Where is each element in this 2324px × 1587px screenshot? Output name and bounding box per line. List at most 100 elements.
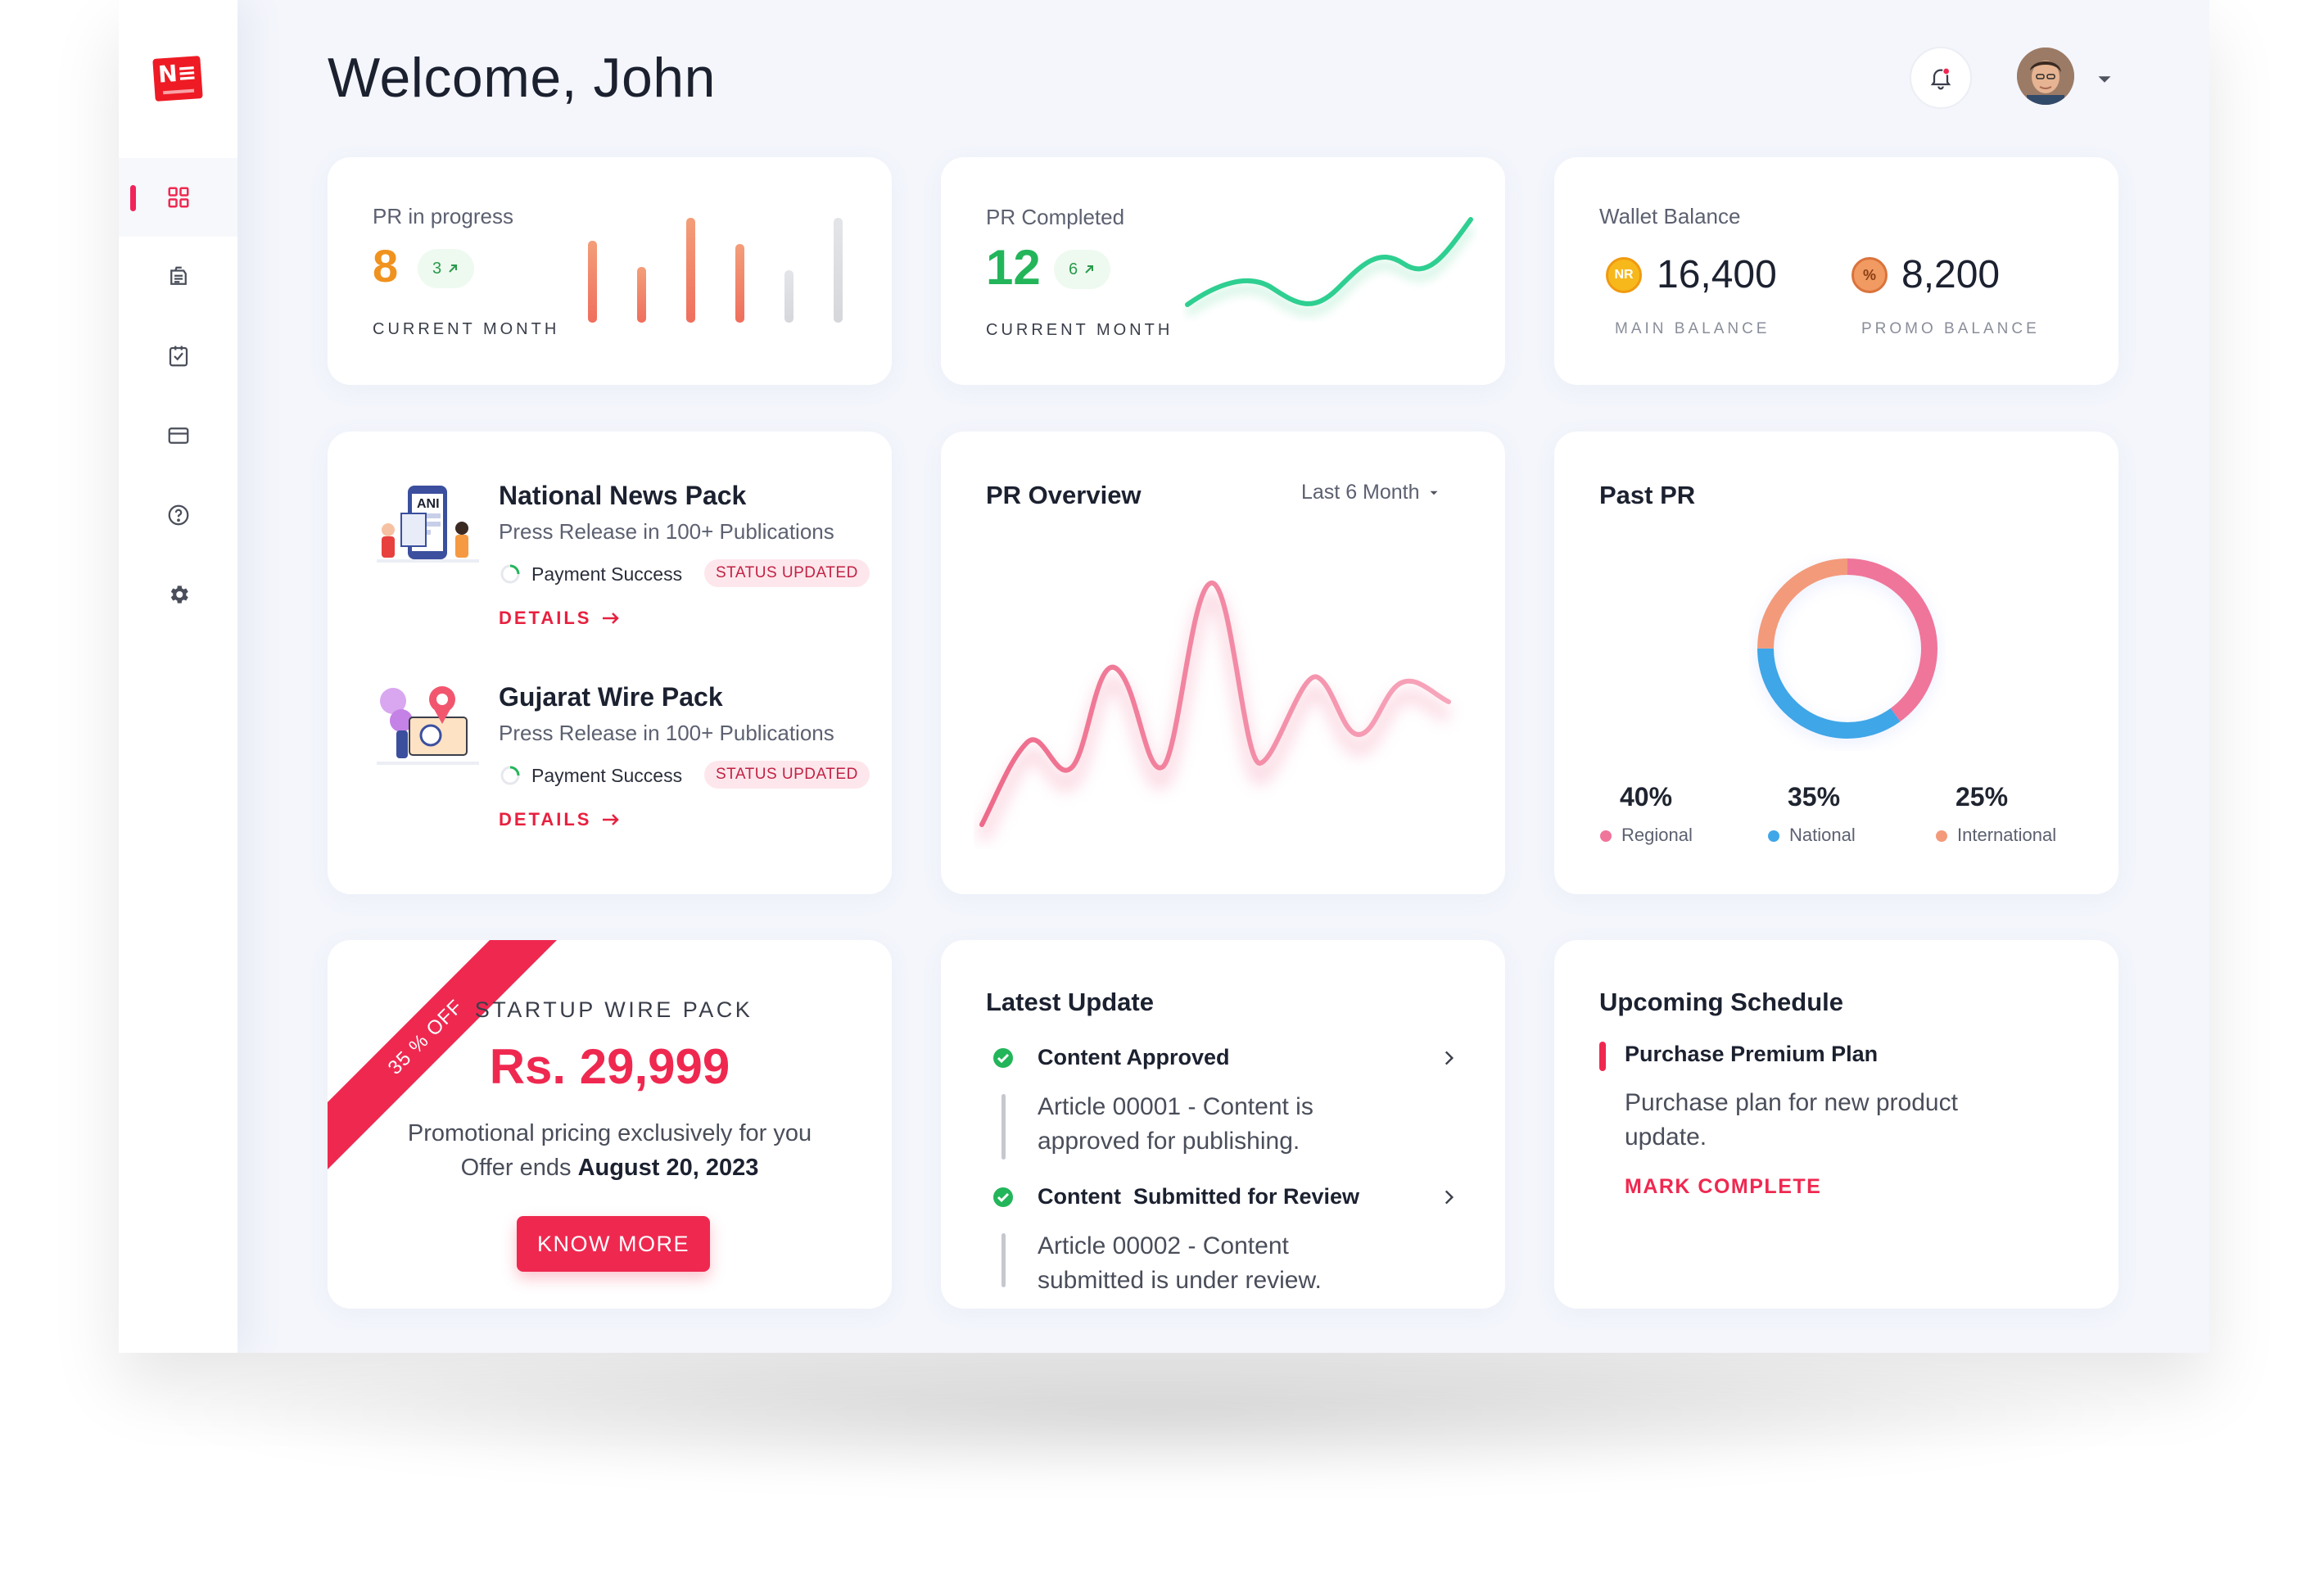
promo-pack-name: STARTUP WIRE PACK bbox=[474, 997, 753, 1022]
legend-item-international: International bbox=[1936, 825, 2056, 846]
legend-item-national: National bbox=[1768, 825, 1856, 846]
press-release-icon bbox=[170, 266, 187, 285]
pack-title: Gujarat Wire Pack bbox=[499, 682, 723, 712]
schedule-marker bbox=[1599, 1042, 1606, 1071]
pr-completed-card: PR Completed 12 6 CURRENT MONTH bbox=[941, 157, 1505, 385]
period-label: CURRENT MONTH bbox=[373, 320, 560, 338]
sidebar: N≡ bbox=[119, 0, 237, 1353]
packs-card: ANI National News Pack Press Release in … bbox=[328, 432, 892, 894]
brand-logo[interactable]: N≡ bbox=[152, 56, 203, 102]
spark-bar bbox=[784, 270, 794, 323]
past-pr-donut-chart bbox=[1757, 558, 1937, 743]
update-text-line: submitted is under review. bbox=[1038, 1267, 1322, 1294]
bell-icon bbox=[1930, 67, 1951, 90]
sidebar-item-settings[interactable] bbox=[119, 555, 237, 634]
legend-item-regional: Regional bbox=[1600, 825, 1693, 846]
details-label: DETAILS bbox=[499, 608, 592, 628]
main-balance-value: 16,400 bbox=[1657, 253, 1777, 296]
promo-card: 35 % OFF STARTUP WIRE PACK Rs. 29,999 Pr… bbox=[328, 940, 892, 1309]
arrow-right-icon bbox=[603, 814, 620, 825]
overview-line-chart bbox=[974, 581, 1453, 843]
help-icon bbox=[168, 504, 188, 526]
card-title: Latest Update bbox=[986, 988, 1154, 1016]
update-text-line: Article 00002 - Content bbox=[1038, 1232, 1289, 1259]
status-badge: STATUS UPDATED bbox=[704, 559, 870, 587]
timeline-line bbox=[1001, 1233, 1006, 1287]
dashboard-grid-icon bbox=[168, 187, 188, 208]
donut-segment-international bbox=[1757, 558, 1937, 739]
promo-price: Rs. 29,999 bbox=[489, 1039, 730, 1094]
payment-status: Payment Success bbox=[531, 765, 683, 786]
sidebar-item-dashboard[interactable] bbox=[119, 158, 237, 237]
card-title: Past PR bbox=[1599, 481, 1696, 509]
schedule-item-text: Purchase plan for new product update. bbox=[1625, 1086, 1958, 1155]
page-title: Welcome, John bbox=[328, 47, 716, 109]
pack-subtitle: Press Release in 100+ Publications bbox=[499, 721, 834, 745]
arrow-right-icon bbox=[603, 613, 620, 624]
know-more-button[interactable]: KNOW MORE bbox=[517, 1216, 710, 1272]
donut-segment-national bbox=[1757, 558, 1937, 739]
spark-bar bbox=[686, 218, 695, 323]
past-pr-card: Past PR 40% Regional 35% National 25% In… bbox=[1554, 432, 2118, 894]
promo-coin-icon: % bbox=[1852, 257, 1888, 293]
ani-logo-text: ANI bbox=[417, 497, 440, 511]
legend-label: National bbox=[1789, 825, 1856, 845]
chevron-right-icon[interactable] bbox=[1438, 1186, 1459, 1209]
window-shadow bbox=[164, 1343, 2154, 1482]
sidebar-item-press-releases[interactable] bbox=[119, 237, 237, 316]
schedule-text-line: update. bbox=[1625, 1124, 1707, 1151]
update-title: Content Approved bbox=[1038, 1045, 1230, 1069]
legend-label: International bbox=[1957, 825, 2057, 845]
spark-bar bbox=[588, 241, 597, 323]
overview-series-line bbox=[979, 581, 1451, 827]
payment-status: Payment Success bbox=[531, 563, 683, 585]
check-circle-icon bbox=[993, 1048, 1013, 1068]
stat-value: 12 bbox=[986, 240, 1041, 295]
credit-card-icon bbox=[168, 427, 188, 444]
completed-sparkline bbox=[1185, 217, 1475, 317]
chevron-down-icon[interactable] bbox=[2092, 67, 2117, 92]
update-text-line: approved for publishing. bbox=[1038, 1128, 1300, 1155]
pack-title: National News Pack bbox=[499, 481, 747, 510]
upcoming-schedule-card: Upcoming Schedule Purchase Premium Plan … bbox=[1554, 940, 2118, 1309]
promo-balance-value: 8,200 bbox=[1901, 253, 2001, 296]
card-title: PR Overview bbox=[986, 481, 1142, 509]
legend-dot bbox=[1600, 830, 1612, 843]
promo-line-1: Promotional pricing exclusively for you bbox=[407, 1120, 812, 1146]
loading-spinner-icon bbox=[500, 766, 520, 785]
range-dropdown[interactable]: Last 6 Month bbox=[1301, 481, 1441, 504]
card-label: PR in progress bbox=[373, 204, 513, 228]
pr-in-progress-card: PR in progress 8 3 CURRENT MONTH bbox=[328, 157, 892, 385]
sidebar-item-help[interactable] bbox=[119, 476, 237, 554]
chevron-right-icon[interactable] bbox=[1438, 1047, 1459, 1069]
card-label: Wallet Balance bbox=[1599, 204, 1741, 228]
segment-value-regional: 40% bbox=[1620, 782, 1673, 812]
segment-value-national: 35% bbox=[1788, 782, 1841, 812]
segment-value-international: 25% bbox=[1956, 782, 2009, 812]
check-circle-icon bbox=[993, 1187, 1013, 1207]
details-label: DETAILS bbox=[499, 809, 592, 830]
schedule-item-title: Purchase Premium Plan bbox=[1625, 1042, 1879, 1066]
news-pack-illustration: ANI bbox=[377, 481, 479, 575]
notifications-button[interactable] bbox=[1910, 47, 1972, 109]
promo-line-2: Offer ends August 20, 2023 bbox=[328, 1155, 892, 1182]
details-link[interactable]: DETAILS bbox=[499, 809, 621, 830]
details-link[interactable]: DETAILS bbox=[499, 608, 621, 629]
user-portrait bbox=[2017, 47, 2074, 105]
legend-dot bbox=[1768, 830, 1779, 843]
promo-balance-label: PROMO BALANCE bbox=[1861, 320, 2040, 337]
progress-bar-sparkline bbox=[588, 218, 843, 323]
update-text-line: Article 00001 - Content is bbox=[1038, 1093, 1313, 1120]
sidebar-item-billing[interactable] bbox=[119, 396, 237, 475]
mark-complete-button[interactable]: MARK COMPLETE bbox=[1625, 1175, 1822, 1198]
period-label: CURRENT MONTH bbox=[986, 321, 1173, 339]
trend-value: 6 bbox=[1069, 260, 1078, 278]
update-text: Article 00002 - Content submitted is und… bbox=[1038, 1229, 1322, 1298]
loading-spinner-icon bbox=[500, 564, 520, 584]
card-label: PR Completed bbox=[986, 205, 1125, 229]
sidebar-item-tasks[interactable] bbox=[119, 317, 237, 396]
spark-bar bbox=[637, 267, 646, 323]
latest-update-card: Latest Update Content Approved Article 0… bbox=[941, 940, 1505, 1309]
timeline-line bbox=[1001, 1094, 1006, 1160]
avatar[interactable] bbox=[2017, 47, 2074, 105]
